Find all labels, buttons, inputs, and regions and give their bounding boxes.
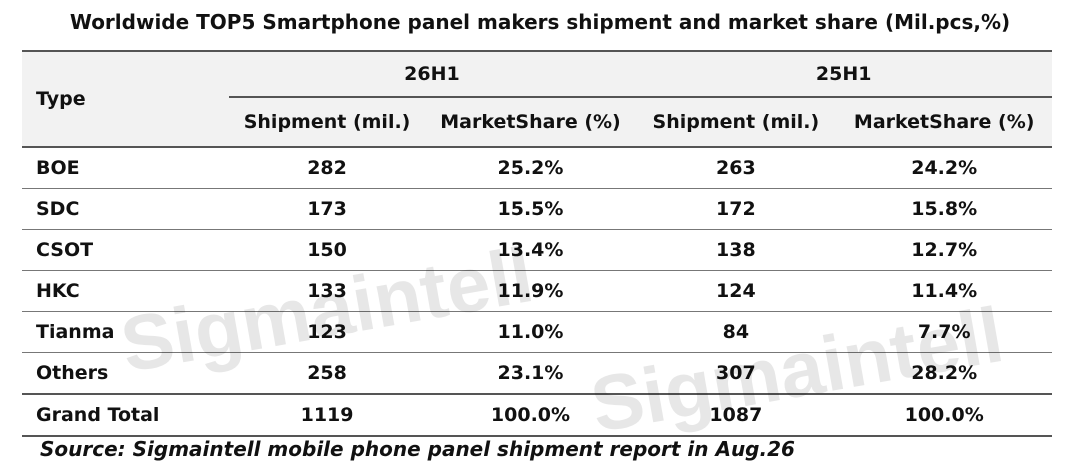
row-type-label: SDC (22, 188, 229, 230)
share-26h1-cell: 25.2% (425, 147, 636, 189)
subheader-share-26h1: MarketShare (%) (425, 97, 636, 148)
shipment-26h1-cell: 1119 (228, 393, 426, 437)
grand-total-row: Grand Total 1119 100.0% 1087 100.0% (22, 393, 1052, 437)
row-type-label: Grand Total (22, 393, 229, 437)
share-25h1-cell: 12.7% (836, 229, 1052, 271)
shipment-25h1-cell: 124 (635, 270, 837, 312)
table-row: CSOT 150 13.4% 138 12.7% (22, 229, 1052, 271)
table-title: Worldwide TOP5 Smartphone panel makers s… (69, 10, 1011, 34)
row-type-label: CSOT (22, 229, 229, 271)
shipment-25h1-cell: 1087 (635, 393, 837, 437)
shipment-table: Type 26H1 25H1 Shipment (mil.) MarketSha… (22, 50, 1052, 437)
share-25h1-cell: 7.7% (836, 311, 1052, 353)
share-25h1-cell: 11.4% (836, 270, 1052, 312)
shipment-26h1-cell: 258 (228, 352, 426, 395)
shipment-26h1-cell: 282 (228, 147, 426, 189)
source-note: Source: Sigmaintell mobile phone panel s… (40, 437, 795, 461)
row-type-label: BOE (22, 147, 229, 189)
table-row: BOE 282 25.2% 263 24.2% (22, 147, 1052, 189)
share-26h1-cell: 11.0% (425, 311, 636, 353)
type-header: Type (22, 50, 229, 148)
share-26h1-cell: 11.9% (425, 270, 636, 312)
shipment-26h1-cell: 173 (228, 188, 426, 230)
subheader-share-25h1: MarketShare (%) (836, 97, 1052, 148)
subheader-shipment-26h1: Shipment (mil.) (228, 97, 426, 148)
share-26h1-cell: 15.5% (425, 188, 636, 230)
share-25h1-cell: 24.2% (836, 147, 1052, 189)
row-type-label: HKC (22, 270, 229, 312)
share-25h1-cell: 100.0% (836, 393, 1052, 437)
group-header-25h1: 25H1 (635, 50, 1052, 98)
table-row: SDC 173 15.5% 172 15.8% (22, 188, 1052, 230)
share-25h1-cell: 28.2% (836, 352, 1052, 395)
table-row: HKC 133 11.9% 124 11.4% (22, 270, 1052, 312)
shipment-25h1-cell: 138 (635, 229, 837, 271)
group-header-26h1: 26H1 (228, 50, 636, 98)
table-row: Tianma 123 11.0% 84 7.7% (22, 311, 1052, 353)
shipment-25h1-cell: 263 (635, 147, 837, 189)
subheader-shipment-25h1: Shipment (mil.) (635, 97, 837, 148)
share-26h1-cell: 13.4% (425, 229, 636, 271)
share-25h1-cell: 15.8% (836, 188, 1052, 230)
shipment-26h1-cell: 123 (228, 311, 426, 353)
shipment-26h1-cell: 133 (228, 270, 426, 312)
shipment-25h1-cell: 84 (635, 311, 837, 353)
share-26h1-cell: 100.0% (425, 393, 636, 437)
row-type-label: Tianma (22, 311, 229, 353)
shipment-25h1-cell: 172 (635, 188, 837, 230)
table-row: Others 258 23.1% 307 28.2% (22, 352, 1052, 395)
shipment-26h1-cell: 150 (228, 229, 426, 271)
